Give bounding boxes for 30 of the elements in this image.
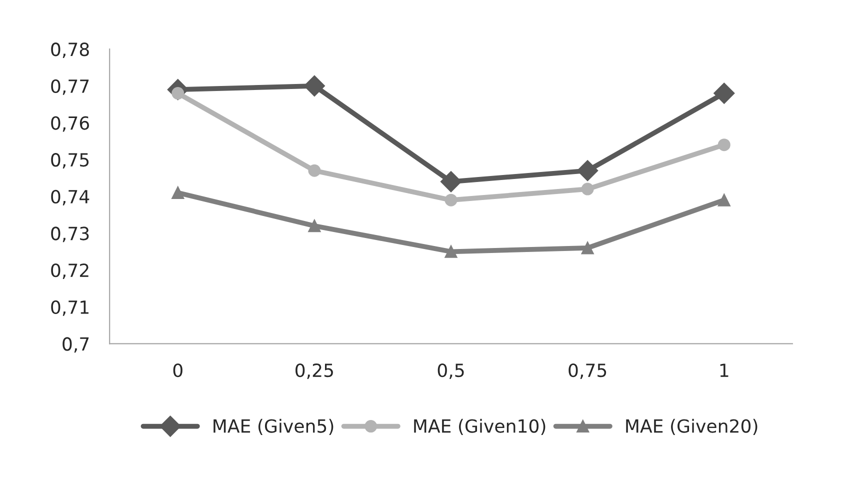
point	[718, 138, 730, 152]
point	[581, 182, 594, 196]
point	[718, 194, 730, 206]
x-tick-label: 1	[720, 364, 728, 377]
y-tick-label: 0,78	[51, 42, 89, 58]
legend-label: MAE (Given20)	[626, 418, 758, 435]
point	[444, 194, 458, 206]
legend-label: MAE (Given10)	[414, 418, 546, 435]
point	[577, 160, 598, 182]
point	[304, 75, 325, 96]
point	[308, 220, 321, 232]
point	[172, 186, 184, 199]
point	[440, 171, 462, 192]
y-tick-label: 0,73	[51, 226, 89, 242]
x-tick-label: 0	[173, 363, 182, 378]
legend-label: MAE (Given5)	[214, 418, 334, 435]
point	[444, 245, 458, 258]
y-tick-label: 0,71	[51, 300, 88, 316]
x-tick-label: 0,75	[568, 363, 606, 379]
y-tick-label: 0,7	[62, 337, 89, 353]
y-tick-label: 0,75	[51, 153, 89, 169]
x-tick-label: 0,25	[296, 363, 333, 379]
y-tick-label: 0,72	[51, 264, 88, 280]
y-tick-label: 0,74	[51, 190, 90, 206]
y-tick-label: 0,76	[51, 116, 90, 132]
point	[308, 164, 321, 177]
y-tick-label: 0,77	[51, 79, 89, 95]
point	[714, 82, 735, 104]
x-tick-label: 0,5	[438, 363, 464, 379]
point	[581, 242, 594, 254]
